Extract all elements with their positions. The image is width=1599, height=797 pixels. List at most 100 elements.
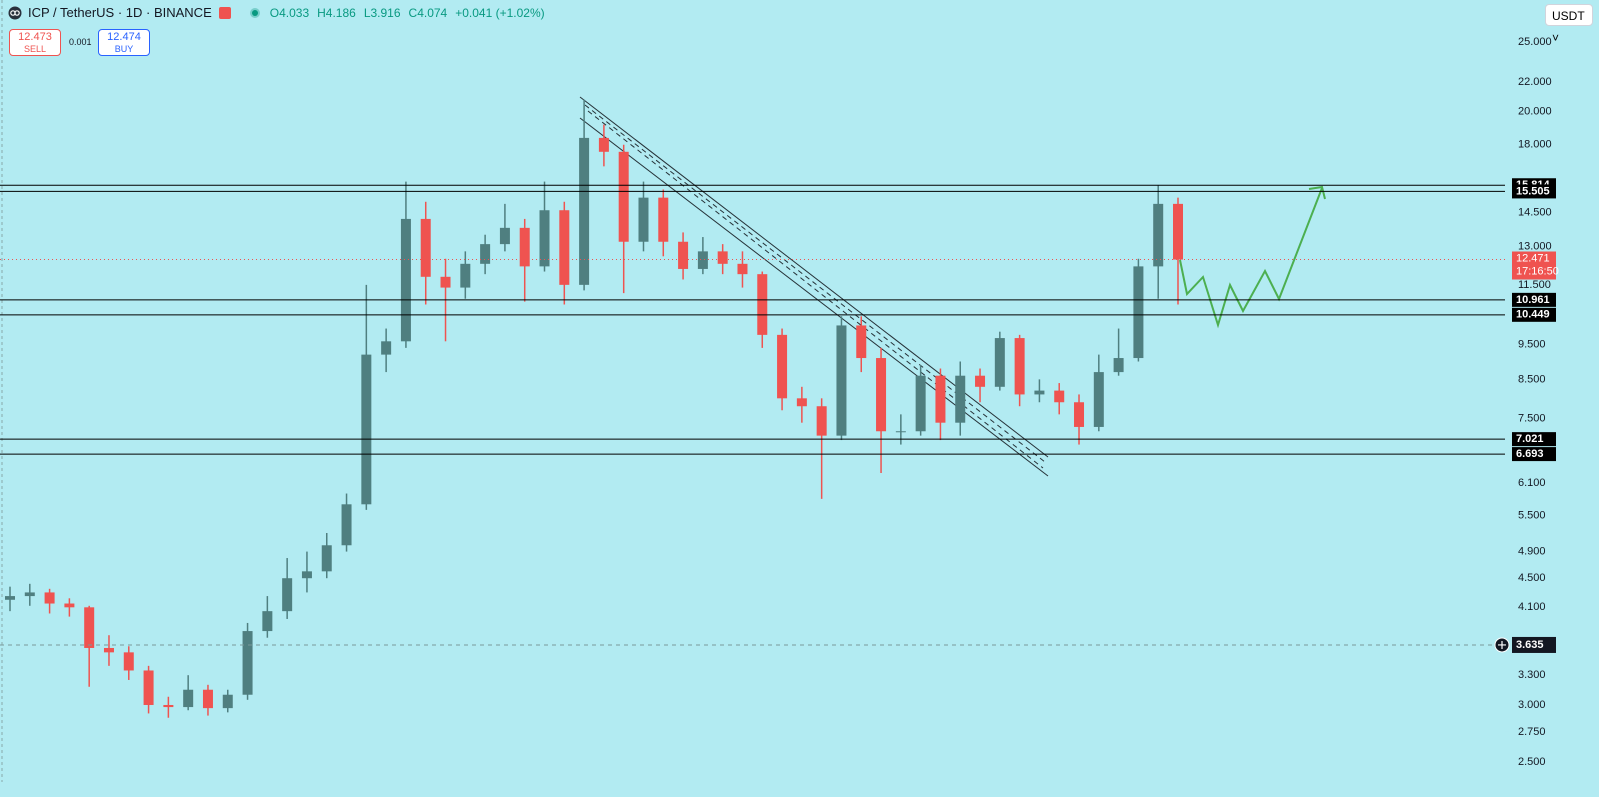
candle-body: [1153, 203, 1164, 267]
candle-body: [717, 251, 728, 264]
candle-body: [777, 334, 788, 399]
ohlc-high: H4.186: [317, 5, 356, 20]
candle-body: [341, 504, 352, 546]
candle-body: [856, 325, 867, 359]
candle-body: [876, 358, 887, 432]
candle-body: [5, 596, 15, 600]
candle-body: [658, 197, 669, 242]
status-dot: [249, 7, 260, 18]
candle-body: [955, 375, 966, 423]
candle-body: [381, 341, 392, 355]
level-label-box: [1512, 432, 1556, 447]
y-tick-label: 2.500: [1518, 756, 1546, 768]
y-tick-label: 3.300: [1518, 669, 1546, 681]
candle-body: [1054, 390, 1065, 403]
sell-button[interactable]: 12.473 SELL: [9, 29, 61, 56]
y-tick-label: 13.000: [1518, 240, 1552, 252]
candle-body: [816, 406, 827, 436]
candle-body: [84, 607, 95, 648]
level-label: 7.021: [1516, 433, 1544, 445]
buy-label: BUY: [114, 44, 134, 54]
trend-channel: [579, 96, 1049, 477]
y-tick-label: 4.100: [1518, 601, 1546, 613]
candle-body: [559, 210, 570, 285]
candle-body: [183, 689, 194, 708]
price-axis: [1505, 0, 1599, 797]
symbol-icon: [8, 6, 22, 19]
y-tick-label: 2.750: [1518, 726, 1546, 738]
level-label: 10.961: [1516, 294, 1550, 306]
countdown: 17:16:50: [1516, 265, 1559, 277]
level-label-box: [1512, 447, 1556, 462]
candle-body: [1093, 372, 1104, 427]
candle-body: [519, 227, 530, 267]
level-label: 6.693: [1516, 448, 1544, 460]
y-tick-label: 6.100: [1518, 477, 1546, 489]
ohlc-close: C4.074: [408, 5, 448, 20]
level-label-box: [1512, 184, 1556, 199]
y-tick-label: 18.000: [1518, 139, 1552, 151]
candle-body: [618, 151, 629, 242]
candle-body: [262, 611, 273, 632]
candle-body: [1173, 203, 1183, 260]
candle-body: [678, 241, 689, 269]
header: ICP / TetherUS · 1D · BINANCE O4.033 H4.…: [8, 5, 545, 20]
y-tick-label: 4.500: [1518, 572, 1546, 584]
candle-body: [697, 251, 708, 269]
flag-icon[interactable]: [218, 6, 232, 20]
candle-body: [301, 571, 312, 579]
candle-body: [1074, 402, 1085, 427]
projection-path: [1179, 185, 1326, 329]
candle-body: [480, 244, 491, 264]
candle-body: [915, 375, 926, 432]
candle-body: [1113, 358, 1124, 373]
last-price-label: 12.471: [1516, 252, 1550, 264]
candle-body: [994, 338, 1005, 387]
y-tick-label: 14.500: [1518, 206, 1552, 218]
candle-body: [420, 218, 431, 277]
y-tick-label: 9.500: [1518, 338, 1546, 350]
candle-body: [895, 431, 906, 433]
y-tick-label: 8.500: [1518, 373, 1546, 385]
candle-body: [975, 375, 986, 387]
level-label: 10.449: [1516, 309, 1550, 321]
alert-label: 3.635: [1516, 639, 1544, 651]
candle-body: [579, 137, 590, 285]
spread: 0.001: [69, 37, 92, 47]
candle-body: [163, 704, 174, 708]
currency-select[interactable]: USDT ˅: [1545, 4, 1593, 45]
ohlc-open: O4.033: [269, 5, 310, 20]
candle-body: [400, 218, 411, 342]
alert-label-box: [1512, 636, 1556, 653]
candle-body: [638, 197, 649, 242]
level-label-box: [1512, 307, 1556, 322]
candle-body: [499, 227, 510, 245]
y-tick-label: 20.000: [1518, 106, 1552, 118]
y-tick-label: 3.000: [1518, 699, 1546, 711]
candle-body: [1014, 338, 1025, 395]
level-label-box: [1512, 292, 1556, 307]
candle-body: [123, 652, 134, 671]
level-label: 15.505: [1516, 185, 1550, 197]
y-tick-label: 7.500: [1518, 412, 1546, 424]
candle-body: [103, 647, 114, 653]
candle-body: [935, 375, 946, 423]
buy-button[interactable]: 12.474 BUY: [98, 29, 150, 56]
candle-body: [757, 274, 768, 335]
candle-body: [836, 325, 847, 436]
candle-body: [361, 354, 372, 505]
sell-label: SELL: [23, 44, 47, 54]
y-tick-label: 4.900: [1518, 545, 1546, 557]
ohlc-change: +0.041 (+1.02%): [455, 5, 545, 20]
candle-body: [737, 263, 748, 275]
currency: USDT: [1552, 9, 1585, 23]
sell-price: 12.473: [18, 31, 52, 43]
candle-body: [796, 398, 807, 407]
candle-body: [222, 694, 233, 709]
candle-body: [143, 670, 154, 705]
candle-body: [460, 263, 471, 288]
y-tick-label: 5.500: [1518, 509, 1546, 521]
y-tick-label: 11.500: [1518, 279, 1551, 291]
